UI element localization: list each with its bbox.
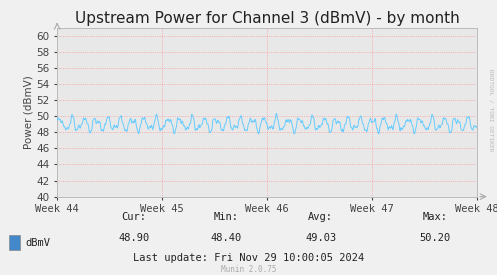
Text: Last update: Fri Nov 29 10:00:05 2024: Last update: Fri Nov 29 10:00:05 2024 bbox=[133, 253, 364, 263]
Text: 48.40: 48.40 bbox=[211, 233, 242, 243]
Text: Cur:: Cur: bbox=[122, 212, 147, 222]
Text: 50.20: 50.20 bbox=[419, 233, 450, 243]
Text: dBmV: dBmV bbox=[26, 238, 51, 248]
Text: Min:: Min: bbox=[214, 212, 239, 222]
Text: Avg:: Avg: bbox=[308, 212, 333, 222]
Text: Munin 2.0.75: Munin 2.0.75 bbox=[221, 265, 276, 274]
Text: 49.03: 49.03 bbox=[305, 233, 336, 243]
Text: 48.90: 48.90 bbox=[119, 233, 150, 243]
Title: Upstream Power for Channel 3 (dBmV) - by month: Upstream Power for Channel 3 (dBmV) - by… bbox=[75, 11, 460, 26]
Text: Max:: Max: bbox=[422, 212, 447, 222]
Y-axis label: Power (dBmV): Power (dBmV) bbox=[23, 75, 33, 149]
Text: RRDTOOL / TOBI OETIKER: RRDTOOL / TOBI OETIKER bbox=[489, 69, 494, 151]
